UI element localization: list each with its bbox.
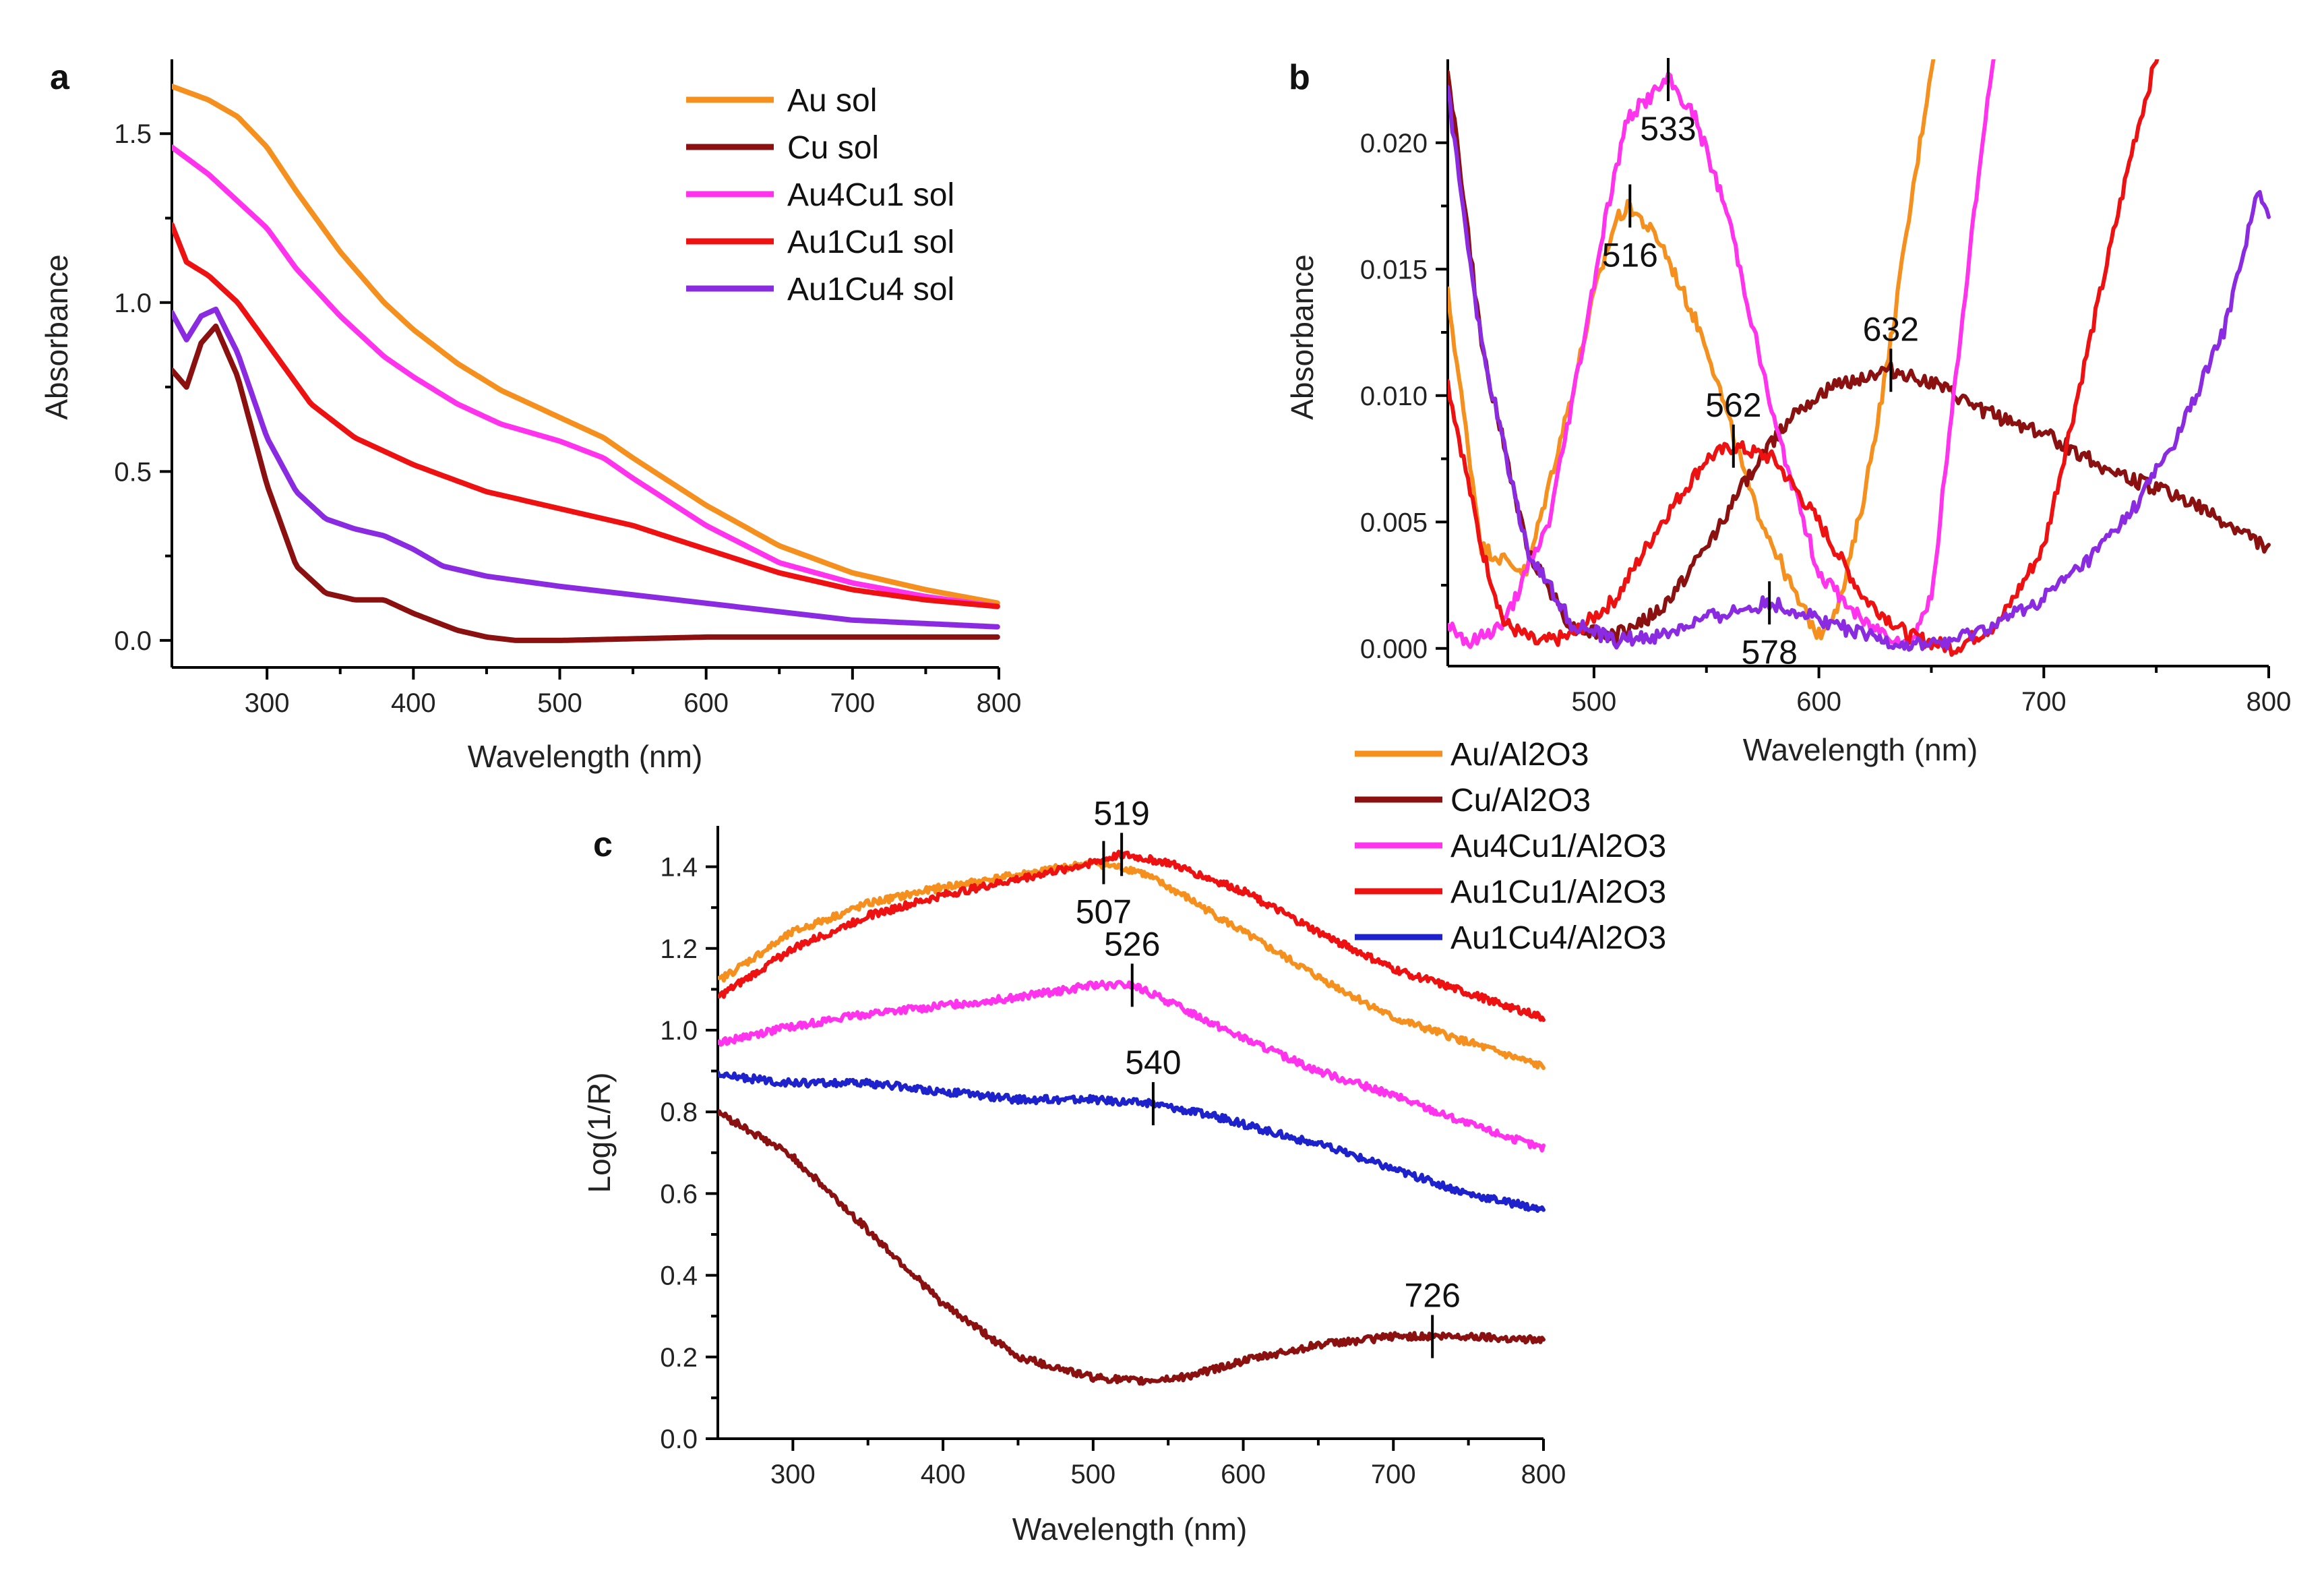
- legend-bc-label-3: Au1Cu1/Al2O3: [1450, 874, 1666, 910]
- panel-a-xtick-label-600: 600: [683, 688, 729, 718]
- panel-b-xtick-label-500: 500: [1572, 687, 1617, 717]
- panel-c-ytick-label-7: 1.4: [660, 853, 698, 883]
- panel-c-ytick-label-5: 1.0: [660, 1016, 698, 1046]
- panel-c-letter: c: [593, 825, 613, 864]
- panel-c-series-au1cu4-al2o3: [718, 1070, 1546, 1213]
- panel-a-xtick-label-300: 300: [245, 688, 290, 718]
- panel-b-y-ticks: 0.000 0.005 0.010 0.015 0.020: [1360, 129, 1448, 664]
- panel-b-peak-label-632: 632: [1863, 310, 1919, 348]
- legend-bc-label-1: Cu/Al2O3: [1450, 783, 1591, 818]
- panel-c-peak-label-540: 540: [1125, 1044, 1181, 1081]
- panel-c-peak-label-507: 507: [1076, 893, 1132, 931]
- panel-a-ylabel: Absorbance: [39, 254, 74, 420]
- panel-b-ytick-label-2: 0.010: [1360, 382, 1428, 411]
- legend-bc-label-0: Au/Al2O3: [1450, 737, 1589, 773]
- legend-bc-label-4: Au1Cu4/Al2O3: [1450, 920, 1666, 956]
- panel-b-series-au-al2o3: [1448, 59, 1936, 640]
- legend-a-label-1: Cu sol: [787, 130, 879, 166]
- panel-c-series: [718, 849, 1546, 1386]
- panel-a-xtick-label-800: 800: [977, 688, 1022, 718]
- panel-c-xtick-label-600: 600: [1221, 1460, 1266, 1489]
- panel-b-ytick-label-4: 0.020: [1360, 129, 1428, 158]
- panel-c-xtick-label-800: 800: [1521, 1460, 1566, 1489]
- panel-b-series: [1448, 59, 2271, 657]
- panel-b-peak-label-533: 533: [1640, 110, 1696, 148]
- panel-a-xtick-label-700: 700: [830, 688, 875, 718]
- panel-c-xtick-label-300: 300: [770, 1460, 816, 1489]
- panel-a-xtick-label-400: 400: [391, 688, 436, 718]
- legend-a-label-2: Au4Cu1 sol: [787, 177, 954, 213]
- panel-a-xlabel: Wavelength (nm): [468, 739, 703, 774]
- panel-c-xtick-label-500: 500: [1070, 1460, 1115, 1489]
- legend-a-label-0: Au sol: [787, 83, 877, 119]
- panel-a-series-au1cu4-sol: [172, 306, 1000, 630]
- panel-c-ytick-label-6: 1.2: [660, 934, 698, 964]
- panel-a-xtick-label-500: 500: [537, 688, 582, 718]
- panel-a-ytick-label-0: 0.0: [114, 626, 152, 656]
- panel-a: a Absorbance Wavelength (nm) 300 400 500 60…: [39, 58, 1021, 774]
- panel-b: b Absorbance Wavelength (nm) 500 600 700 80…: [1285, 58, 2292, 767]
- panel-c-xtick-label-700: 700: [1371, 1460, 1416, 1489]
- panel-a-ytick-label-1: 0.5: [114, 457, 152, 487]
- panel-a-series-au1cu1-sol: [172, 222, 1000, 609]
- panel-c-ytick-label-1: 0.2: [660, 1343, 698, 1373]
- panel-b-peak-label-562: 562: [1705, 386, 1761, 424]
- legend-a-label-3: Au1Cu1 sol: [787, 225, 954, 260]
- panel-b-ytick-label-3: 0.015: [1360, 255, 1428, 285]
- panel-b-ytick-label-1: 0.005: [1360, 508, 1428, 537]
- panel-a-x-ticks: 300 400 500 600 700 800: [245, 667, 1022, 718]
- panel-bc-legend: Au/Al2O3 Cu/Al2O3 Au4Cu1/Al2O3 Au1Cu1/Al2O3…: [1355, 737, 1666, 956]
- panel-a-series-au-sol: [172, 84, 1000, 606]
- legend-bc-label-2: Au4Cu1/Al2O3: [1450, 829, 1666, 864]
- panel-b-ylabel: Absorbance: [1285, 254, 1320, 420]
- panel-b-letter: b: [1289, 58, 1310, 97]
- panel-c-ytick-label-0: 0.0: [660, 1425, 698, 1454]
- panel-c-y-ticks: 0.0 0.2 0.4 0.6 0.8 1.0 1.2 1.4: [660, 853, 718, 1454]
- panel-c-x-ticks: 300 400 500 600 700 800: [770, 1439, 1566, 1489]
- panel-b-x-ticks: 500 600 700 800: [1572, 666, 2292, 717]
- panel-b-series-cu-al2o3: [1448, 69, 2271, 644]
- panel-b-xtick-label-800: 800: [2246, 687, 2292, 717]
- panel-a-series-au4cu1-sol: [172, 144, 1000, 609]
- panel-c-xtick-label-400: 400: [921, 1460, 966, 1489]
- panel-b-annotations: 533 516 562 632 578: [1602, 58, 1919, 671]
- panel-c-ytick-label-4: 0.8: [660, 1098, 698, 1127]
- panel-b-series-au1cu4-al2o3: [1448, 85, 2271, 652]
- panel-c-series-au4cu1-al2o3: [718, 980, 1546, 1153]
- panel-b-xlabel: Wavelength (nm): [1743, 732, 1978, 767]
- panel-b-peak-label-516: 516: [1602, 237, 1658, 274]
- panel-c-peak-label-526: 526: [1104, 925, 1160, 963]
- panel-a-letter: a: [50, 58, 70, 97]
- legend-a-label-4: Au1Cu4 sol: [787, 272, 954, 307]
- panel-a-y-ticks: 0.0 0.5 1.0 1.5: [114, 119, 172, 656]
- panel-c-ytick-label-2: 0.4: [660, 1261, 698, 1291]
- panel-b-xtick-label-700: 700: [2021, 687, 2067, 717]
- panel-c-peak-label-519: 519: [1093, 794, 1149, 832]
- panel-c-peak-label-726: 726: [1404, 1277, 1460, 1315]
- panel-b-xtick-label-600: 600: [1796, 687, 1841, 717]
- panel-c-series-au1cu1-al2o3: [718, 849, 1546, 1022]
- panel-c-series-au-al2o3: [718, 858, 1546, 1071]
- panel-c-ylabel: Log(1/R): [582, 1073, 617, 1193]
- panel-c-xlabel: Wavelength (nm): [1012, 1512, 1248, 1547]
- panel-c: c Log(1/R) Wavelength (nm) 300 400 500 600 7…: [582, 794, 1566, 1547]
- panel-a-ytick-label-3: 1.5: [114, 119, 152, 149]
- panel-b-ytick-label-0: 0.000: [1360, 634, 1428, 664]
- panel-a-ytick-label-2: 1.0: [114, 289, 152, 318]
- panel-c-ytick-label-3: 0.6: [660, 1179, 698, 1209]
- panel-c-series-cu-al2o3: [718, 1109, 1546, 1386]
- panel-b-series-au1cu1-al2o3: [1448, 59, 2160, 657]
- panel-a-series: [172, 84, 1000, 643]
- panel-a-series-cu-sol: [172, 323, 1000, 643]
- panel-a-legend: Au sol Cu sol Au4Cu1 sol Au1Cu1 sol Au1Cu4 s…: [686, 83, 954, 307]
- panel-b-peak-label-578: 578: [1741, 633, 1797, 671]
